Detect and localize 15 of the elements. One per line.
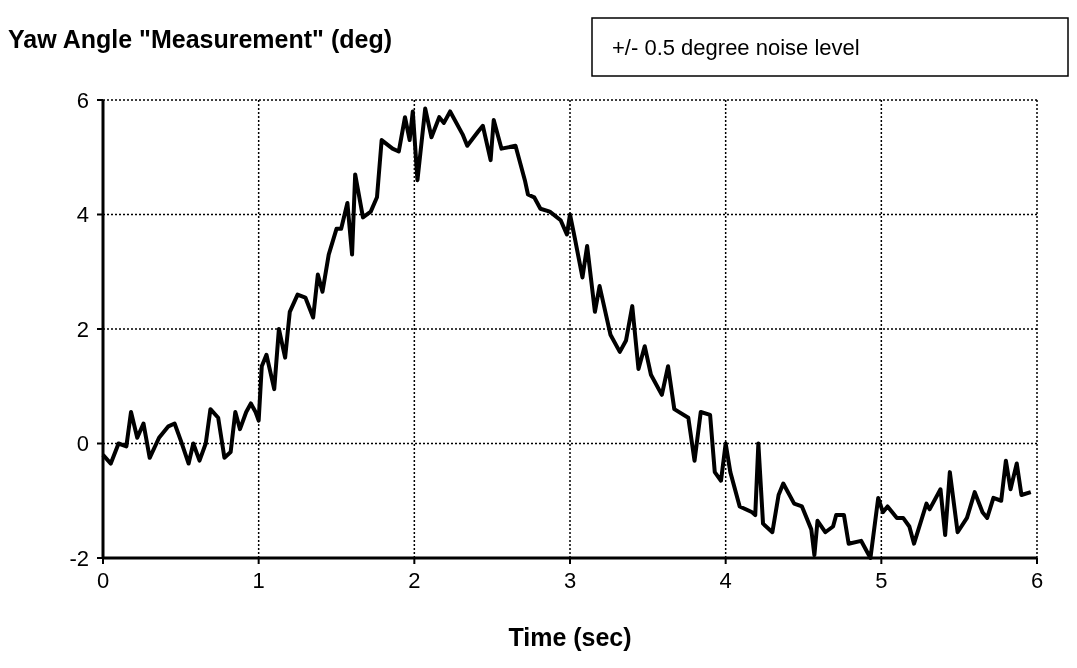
y-tick-label: 0 [76,431,89,457]
x-tick-label: 1 [252,568,265,593]
text: +/- 0.5 degree noise level [612,35,860,60]
x-tick-label: 2 [408,568,421,593]
y-tick-label: 4 [76,202,89,228]
y-tick-label: 2 [76,316,89,342]
x-tick-label: 4 [719,568,732,593]
x-tick-label: 6 [1030,568,1044,593]
x-tick-label: 3 [563,568,577,593]
y-tick-label: -2 [69,545,89,571]
x-tick-label: 0 [96,568,110,593]
chart-title: Yaw Angle "Measurement" (deg) [8,25,392,53]
y-tick-label: 6 [76,87,89,113]
x-tick-label: 5 [875,568,888,593]
x-axis-title: Time (sec) [508,623,632,651]
